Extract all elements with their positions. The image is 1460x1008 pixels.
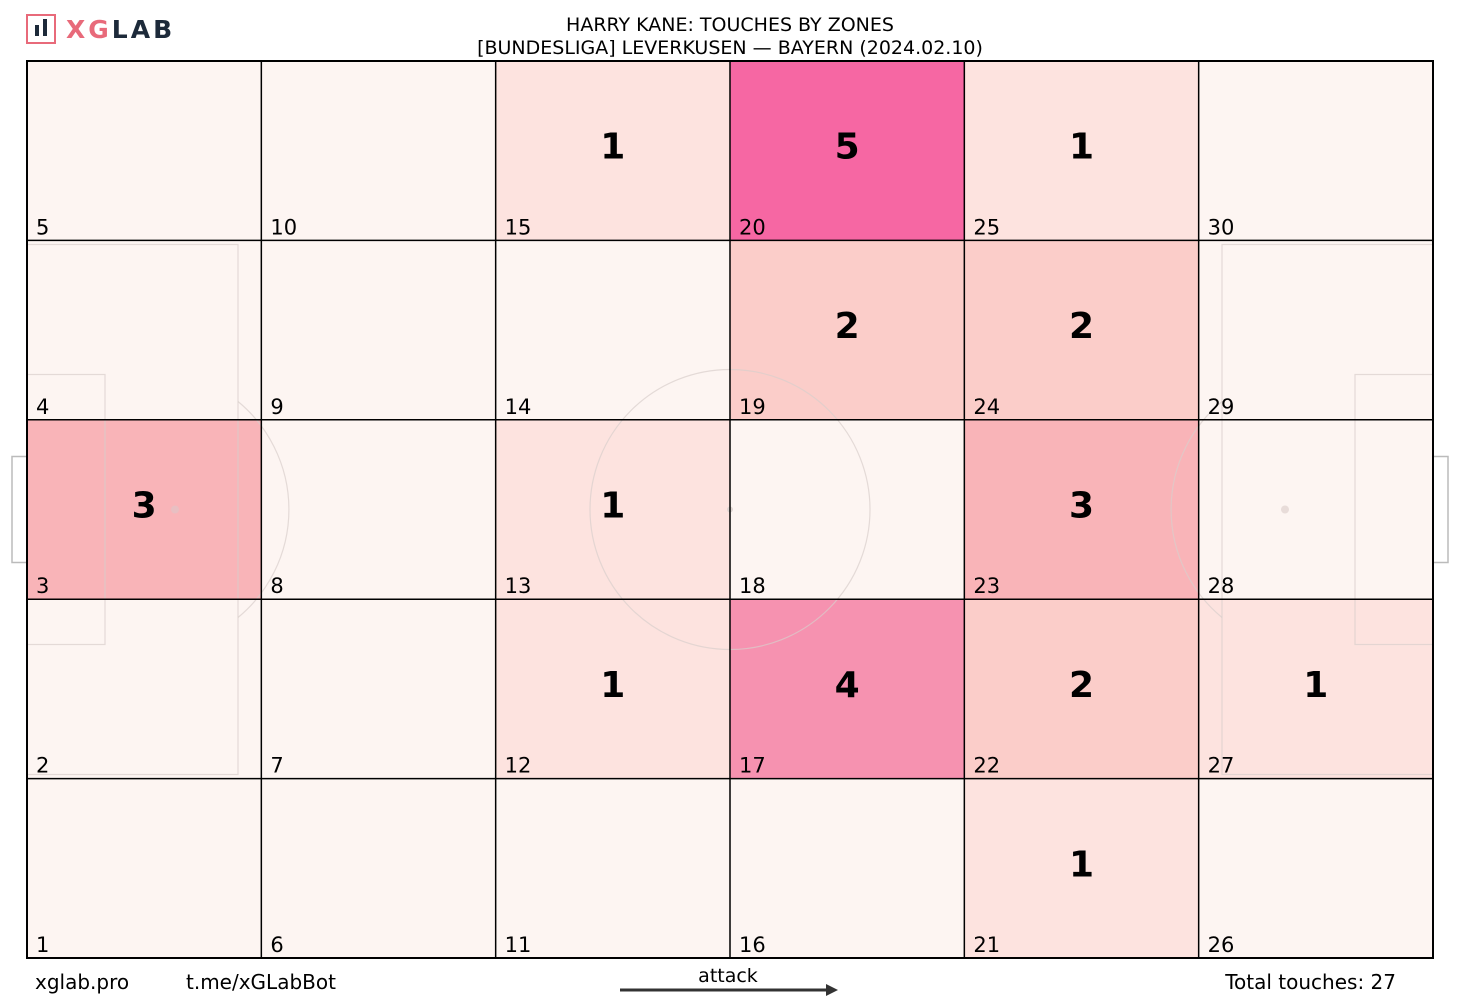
zone-touch-count: 2 — [1069, 306, 1094, 347]
brand-logo: XGLAB — [26, 12, 175, 46]
zone-cell — [27, 240, 262, 420]
pitch-border — [26, 60, 1434, 959]
zone-number: 26 — [1208, 933, 1235, 957]
bar-chart-icon — [26, 14, 56, 44]
zone-number: 23 — [973, 574, 1000, 598]
penalty-spot-left — [171, 505, 179, 514]
goal-left — [11, 455, 28, 564]
zone-cell — [27, 61, 262, 241]
zone-number: 20 — [739, 215, 766, 239]
zone-touch-count: 1 — [1069, 844, 1094, 885]
zone-number: 18 — [739, 574, 766, 598]
zone-number: 28 — [1208, 574, 1235, 598]
zone-number: 3 — [36, 574, 49, 598]
zone-cell — [261, 61, 496, 241]
zone-cell — [1198, 240, 1433, 420]
zone-cell — [730, 599, 965, 779]
zone-cell — [730, 240, 965, 420]
zone-cell — [730, 778, 965, 958]
bot-link[interactable]: t.me/xGLabBot — [186, 970, 336, 994]
total-touches: Total touches: 27 — [1225, 970, 1396, 994]
zone-cell — [1198, 61, 1433, 241]
zone-cell — [261, 240, 496, 420]
zone-number: 10 — [270, 215, 297, 239]
zone-cell — [1198, 419, 1433, 600]
zone-number: 19 — [739, 395, 766, 419]
zone-cell — [261, 778, 496, 958]
zone-number: 16 — [739, 933, 766, 957]
logo-wordmark: XGLAB — [66, 14, 176, 44]
zone-touch-count: 1 — [1069, 127, 1094, 168]
zone-cell — [964, 419, 1199, 600]
zone-number: 6 — [270, 933, 283, 957]
zone-number: 27 — [1208, 754, 1235, 778]
zone-touch-count: 1 — [600, 127, 625, 168]
zone-cell — [1198, 778, 1433, 958]
zone-touch-count: 5 — [835, 127, 860, 168]
zone-number: 15 — [505, 215, 532, 239]
zone-number: 5 — [36, 215, 49, 239]
zone-touch-count: 2 — [835, 306, 860, 347]
zone-touch-count: 1 — [600, 665, 625, 706]
zone-cell — [495, 599, 730, 779]
zone-cell — [495, 61, 730, 241]
zone-cell — [730, 61, 965, 241]
zone-touch-count: 1 — [600, 486, 625, 527]
zone-number: 29 — [1208, 395, 1235, 419]
zone-number: 4 — [36, 395, 49, 419]
zone-touch-count: 1 — [1303, 665, 1328, 706]
zone-cell — [27, 599, 262, 779]
zone-number: 21 — [973, 933, 1000, 957]
penalty-spot-right — [1281, 505, 1289, 514]
site-link[interactable]: xglab.pro — [35, 970, 130, 994]
zone-cell — [495, 240, 730, 420]
zone-number: 12 — [505, 754, 532, 778]
zone-touch-count: 3 — [1069, 486, 1094, 527]
zone-cell — [261, 419, 496, 600]
zone-number: 11 — [505, 933, 532, 957]
zone-number: 25 — [973, 215, 1000, 239]
attack-label: attack — [698, 965, 758, 987]
zone-touch-count: 4 — [835, 665, 860, 706]
zone-number: 7 — [270, 754, 283, 778]
zone-cell — [964, 240, 1199, 420]
zone-number: 1 — [36, 933, 49, 957]
zone-number: 9 — [270, 395, 283, 419]
zone-touch-count: 2 — [1069, 665, 1094, 706]
zone-cell — [964, 61, 1199, 241]
zone-number: 17 — [739, 754, 766, 778]
chart-title: HARRY KANE: TOUCHES BY ZONES — [566, 14, 894, 36]
zone-cell — [495, 778, 730, 958]
zone-cell — [964, 599, 1199, 779]
zone-cell — [730, 419, 965, 600]
zone-number: 30 — [1208, 215, 1235, 239]
attack-arrow-icon — [826, 984, 838, 996]
zone-number: 24 — [973, 395, 1000, 419]
zone-touch-count: 3 — [132, 486, 157, 527]
zone-cell — [261, 599, 496, 779]
goal-right — [1432, 455, 1449, 564]
zone-number: 22 — [973, 754, 1000, 778]
zone-cell — [27, 778, 262, 958]
zone-number: 8 — [270, 574, 283, 598]
zone-number: 2 — [36, 754, 49, 778]
chart-subtitle: [BUNDESLIGA] LEVERKUSEN — BAYERN (2024.0… — [477, 37, 983, 59]
zone-cell — [1198, 599, 1433, 779]
zone-cell — [495, 419, 730, 600]
zone-number: 14 — [505, 395, 532, 419]
zone-cell — [27, 419, 262, 600]
zone-number: 13 — [505, 574, 532, 598]
zone-cell — [964, 778, 1199, 958]
